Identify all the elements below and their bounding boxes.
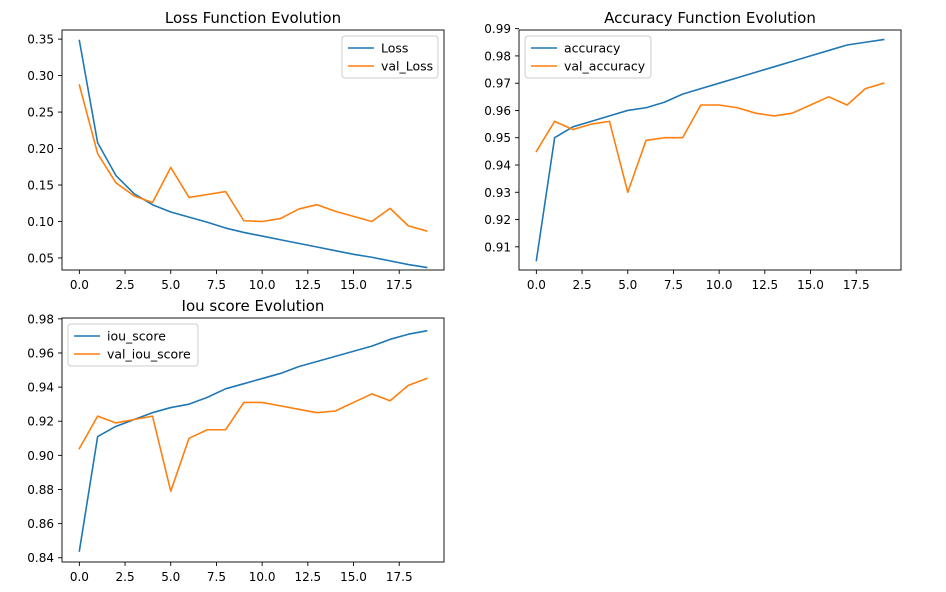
legend: iou_score val_iou_score bbox=[67, 323, 199, 367]
y-tick-label: 0.99 bbox=[484, 22, 511, 36]
legend: accuracy val_accuracy bbox=[524, 35, 652, 79]
y-tick-label: 0.96 bbox=[484, 104, 511, 118]
chart-title: Iou score Evolution bbox=[182, 297, 325, 315]
x-tick-label: 17.5 bbox=[386, 570, 413, 584]
y-tick-label: 0.20 bbox=[27, 142, 54, 156]
legend-label: val_accuracy bbox=[564, 59, 646, 74]
y-tick-label: 0.95 bbox=[484, 131, 511, 145]
legend: Loss val_Loss bbox=[341, 35, 439, 79]
series-line-val-accuracy bbox=[535, 82, 885, 194]
axes-frame bbox=[518, 29, 902, 271]
y-tick-label: 0.98 bbox=[484, 49, 511, 63]
chart-title: Loss Function Evolution bbox=[165, 9, 341, 27]
x-tick-label: 10.0 bbox=[249, 570, 276, 584]
y-tick-label: 0.98 bbox=[27, 312, 54, 326]
series-line-accuracy bbox=[535, 38, 885, 262]
y-tick-label: 0.88 bbox=[27, 483, 54, 497]
y-tick-label: 0.92 bbox=[27, 415, 54, 429]
y-tick-label: 0.94 bbox=[484, 159, 511, 173]
x-tick-label: 2.5 bbox=[573, 278, 592, 292]
series-line-val-loss bbox=[78, 84, 428, 232]
chart-2: Accuracy Function Evolution 0.0 2.5 5.0 7.5 1… bbox=[484, 9, 902, 292]
x-tick-label: 5.0 bbox=[161, 570, 180, 584]
x-tick-label: 7.5 bbox=[664, 278, 683, 292]
y-tick-label: 0.10 bbox=[27, 215, 54, 229]
x-tick-label: 2.5 bbox=[116, 278, 135, 292]
x-tick-label: 17.5 bbox=[843, 278, 870, 292]
legend-label: Loss bbox=[381, 41, 408, 56]
x-tick-label: 15.0 bbox=[797, 278, 824, 292]
x-tick-label: 5.0 bbox=[618, 278, 637, 292]
y-tick-label: 0.35 bbox=[27, 33, 54, 47]
axes-frame bbox=[61, 317, 445, 563]
y-tick-label: 0.05 bbox=[27, 251, 54, 265]
x-tick-label: 0.0 bbox=[70, 278, 89, 292]
series-line-loss bbox=[78, 39, 428, 269]
x-tick-label: 17.5 bbox=[386, 278, 413, 292]
y-tick-label: 0.15 bbox=[27, 179, 54, 193]
x-tick-label: 12.5 bbox=[751, 278, 778, 292]
chart-1: Loss Function Evolution 0.0 2.5 5.0 7.5 10.0 1… bbox=[27, 9, 445, 292]
x-tick-label: 15.0 bbox=[340, 278, 367, 292]
legend-box bbox=[524, 35, 652, 79]
x-tick-label: 12.5 bbox=[294, 278, 321, 292]
legend-box bbox=[67, 323, 199, 367]
y-tick-label: 0.30 bbox=[27, 69, 54, 83]
chart-title: Accuracy Function Evolution bbox=[604, 9, 816, 27]
y-tick-label: 0.93 bbox=[484, 186, 511, 200]
x-tick-label: 7.5 bbox=[207, 278, 226, 292]
x-tick-label: 10.0 bbox=[706, 278, 733, 292]
x-tick-label: 15.0 bbox=[340, 570, 367, 584]
x-tick-label: 0.0 bbox=[527, 278, 546, 292]
x-tick-label: 12.5 bbox=[294, 570, 321, 584]
y-tick-label: 0.91 bbox=[484, 240, 511, 254]
y-tick-label: 0.84 bbox=[27, 551, 54, 565]
legend-label: val_Loss bbox=[381, 59, 433, 74]
legend-label: val_iou_score bbox=[107, 347, 191, 362]
legend-label: iou_score bbox=[107, 329, 166, 344]
y-tick-label: 0.86 bbox=[27, 517, 54, 531]
legend-box bbox=[341, 35, 439, 79]
x-tick-label: 7.5 bbox=[207, 570, 226, 584]
y-tick-label: 0.96 bbox=[27, 346, 54, 360]
x-tick-label: 0.0 bbox=[70, 570, 89, 584]
x-tick-label: 5.0 bbox=[161, 278, 180, 292]
legend-label: accuracy bbox=[564, 41, 621, 56]
y-tick-label: 0.97 bbox=[484, 77, 511, 91]
y-tick-label: 0.90 bbox=[27, 449, 54, 463]
y-tick-label: 0.94 bbox=[27, 381, 54, 395]
y-tick-label: 0.92 bbox=[484, 213, 511, 227]
chart-3: Iou score Evolution 0.0 2.5 5.0 7.5 10.0 12.5 1… bbox=[27, 297, 445, 584]
y-tick-label: 0.25 bbox=[27, 106, 54, 120]
x-tick-label: 10.0 bbox=[249, 278, 276, 292]
x-tick-label: 2.5 bbox=[116, 570, 135, 584]
series-line-val-iou-score bbox=[78, 377, 428, 492]
axes-frame bbox=[61, 29, 445, 271]
